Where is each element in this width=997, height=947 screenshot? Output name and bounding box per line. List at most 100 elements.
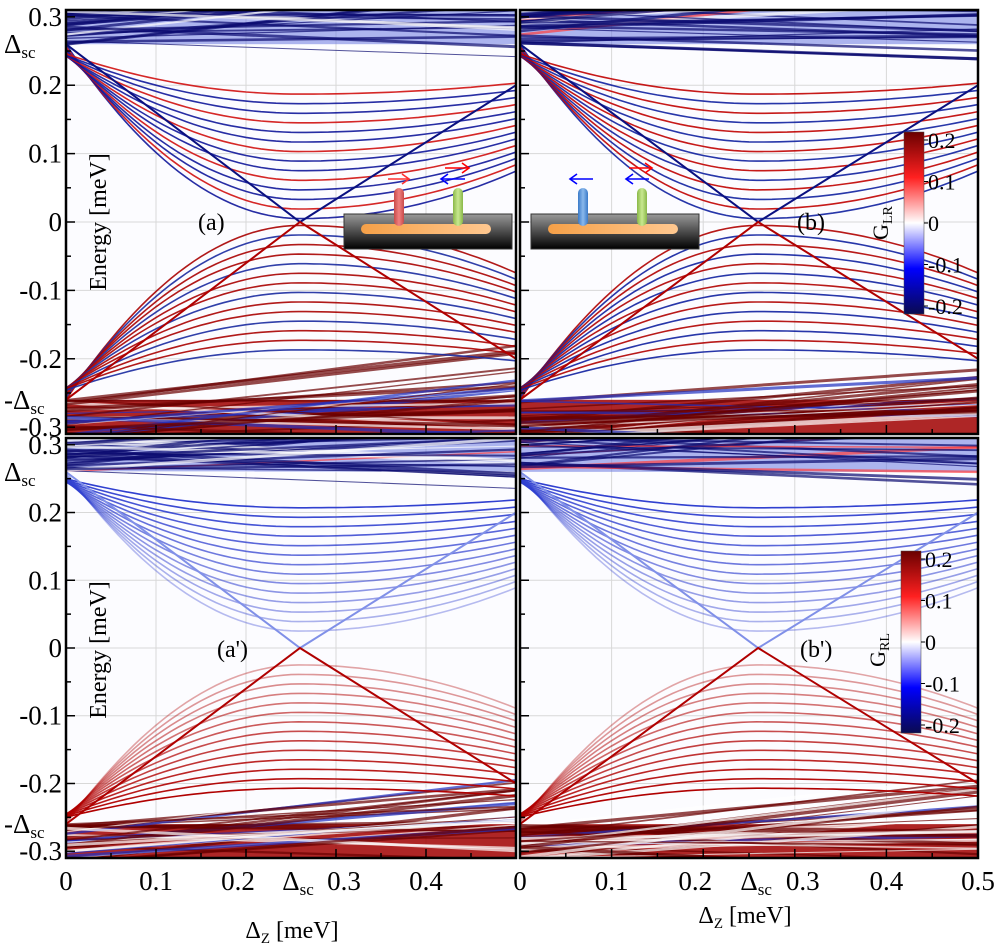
band-streak <box>102 383 516 434</box>
x-tick-label: 0.1 <box>139 866 173 896</box>
subgap-level-lower <box>66 310 516 389</box>
subgap-level-upper <box>66 46 516 210</box>
x-axis-title-delta: Δ <box>698 903 713 929</box>
subgap-level-lower <box>66 329 516 390</box>
band-streak <box>316 429 516 434</box>
subgap-level-upper <box>66 479 516 585</box>
subgap-level-lower <box>66 253 516 394</box>
band-streak <box>66 40 516 58</box>
subgap-level-lower <box>66 711 516 817</box>
x-tick-label: 0.3 <box>327 866 361 896</box>
band-streak <box>66 463 516 471</box>
inset-lead-left <box>578 188 588 226</box>
subgap-level-upper <box>520 53 978 172</box>
y-axis-top: 0.3 0.2 0.1 0 -0.1 -0.2 -0.3 Δsc -Δsc <box>4 2 62 442</box>
colorbar-glr-title: GLR <box>868 205 896 239</box>
inset-nanowire <box>548 224 678 234</box>
band-streak <box>66 448 516 467</box>
band-streak <box>520 34 978 52</box>
band-streak <box>66 825 516 833</box>
subgap-level-lower <box>66 749 516 815</box>
y-tick-label: 0 <box>49 207 63 237</box>
band-streak <box>520 838 978 845</box>
band-streak <box>520 438 665 446</box>
band-streak <box>520 799 978 858</box>
band-streak <box>66 381 516 413</box>
band-streak <box>520 13 978 28</box>
band-streak <box>66 10 245 25</box>
x-axis-title-sub: Z <box>261 931 270 947</box>
subgap-level-upper <box>66 54 516 153</box>
subgap-level-upper <box>66 51 516 182</box>
band-streak <box>66 0 516 7</box>
x-tick-label: 0.1 <box>595 866 629 896</box>
subgap-level-upper <box>520 55 978 124</box>
subgap-level-lower <box>66 664 516 825</box>
x-tick-label: 0.2 <box>678 866 712 896</box>
colorbar-grl-title: GRL <box>865 633 893 667</box>
subgap-level-lower <box>520 282 978 390</box>
subgap-level-lower <box>520 224 978 401</box>
inset-device-a <box>343 162 513 250</box>
subgap-level-lower <box>520 320 978 389</box>
band-streak <box>66 819 516 843</box>
band-streak <box>66 470 516 489</box>
band-streak <box>520 779 978 837</box>
panel-b-prime <box>518 436 980 860</box>
band-streak <box>66 438 516 459</box>
subgap-level-upper <box>66 475 516 613</box>
subgap-level-upper <box>66 53 516 172</box>
subgap-level-lower <box>520 768 978 816</box>
subgap-level-upper <box>66 480 516 566</box>
colorbar-tick-label: 0 <box>928 211 939 236</box>
colorbar-tick-label: 0.2 <box>925 547 953 572</box>
subgap-level-upper <box>520 46 978 210</box>
band-streak <box>520 10 682 24</box>
x-tick-label: 0.3 <box>786 866 820 896</box>
colorbar-tick-label: 0.1 <box>925 589 953 614</box>
y-tick-label: -0.3 <box>19 412 62 442</box>
panels <box>64 0 980 860</box>
panel-label-a-prime: (a') <box>217 637 248 663</box>
band-streak <box>66 0 516 3</box>
band-streak <box>66 10 269 32</box>
subgap-level-upper <box>66 54 516 162</box>
subgap-level-lower <box>66 291 516 390</box>
band-streak <box>520 10 521 11</box>
band-streak <box>520 35 978 42</box>
band-streak <box>592 415 978 434</box>
arrow-right-icon <box>388 173 411 185</box>
subgap-level-lower <box>66 777 516 817</box>
y-tick-label: 0.3 <box>28 430 62 460</box>
subgap-level-upper <box>66 54 516 105</box>
subgap-level-upper <box>520 48 978 201</box>
band-streak <box>520 809 978 843</box>
subgap-level-lower <box>520 243 978 396</box>
band-streak <box>66 349 516 403</box>
subgap-level-lower <box>520 349 978 391</box>
x-axis-right: 0 0.1 0.2 0.3 0.4 0.5 Δsc <box>513 866 995 899</box>
x-axis-title-left: ΔZ [meV] <box>245 918 338 947</box>
band-streak <box>66 819 516 847</box>
band-streak <box>520 386 978 433</box>
inset-nanowire <box>361 224 491 234</box>
band-streak <box>520 0 978 5</box>
subgap-level-upper <box>66 481 516 557</box>
subgap-level-upper <box>66 53 516 95</box>
y-axis-bottom: 0.3 0.2 0.1 0 -0.1 -0.2 -0.3 Δsc -Δsc <box>4 430 62 866</box>
gap-closing-mode <box>66 646 516 825</box>
band-streak <box>66 408 516 431</box>
x-tick-label: 0.5 <box>961 866 995 896</box>
colorbar-grl: 0.2 0.1 0 -0.1 -0.2 GRL <box>865 547 960 738</box>
band-streak <box>520 10 679 18</box>
y-tick-label: 0.1 <box>28 139 62 169</box>
subgap-level-upper <box>520 479 978 519</box>
subgap-level-upper <box>66 478 516 509</box>
arrow-left-icon <box>568 173 593 185</box>
subgap-level-upper <box>520 480 978 528</box>
subgap-level-upper <box>66 43 516 220</box>
colorbar-tick-label: -0.2 <box>928 294 963 319</box>
subgap-level-lower <box>66 320 516 389</box>
band-streak <box>520 840 978 846</box>
